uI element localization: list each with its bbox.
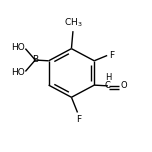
Text: O: O (121, 81, 128, 90)
Text: H: H (105, 73, 111, 82)
Text: F: F (76, 115, 82, 124)
Text: C: C (105, 81, 111, 90)
Text: F: F (109, 50, 114, 60)
Text: HO: HO (11, 43, 25, 52)
Text: B: B (32, 55, 38, 64)
Text: HO: HO (11, 68, 25, 77)
Text: CH$_3$: CH$_3$ (64, 16, 82, 29)
